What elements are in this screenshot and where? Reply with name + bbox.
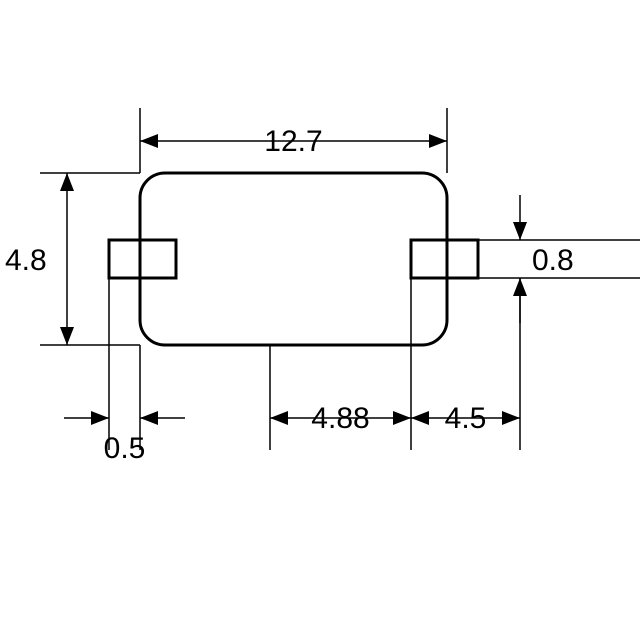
dim-08-label: 0.8 — [532, 244, 574, 277]
dim-pad-spacing: 4.88 — [270, 345, 411, 450]
component-body — [140, 173, 447, 345]
dim-tab-stickout: 0.5 — [64, 278, 185, 465]
dim-top-label: 12.7 — [264, 125, 322, 158]
right-terminal-tab — [411, 240, 478, 278]
dim-488-label: 4.88 — [311, 402, 369, 435]
dim-48-label: 4.8 — [5, 244, 47, 277]
mechanical-drawing: 12.7 4.8 0.8 0.5 4.88 — [0, 0, 640, 640]
dim-45-label: 4.5 — [445, 402, 487, 435]
left-terminal-tab — [109, 240, 176, 278]
dim-left-height: 4.8 — [5, 173, 140, 345]
dim-05-label: 0.5 — [104, 432, 146, 465]
dim-right-tab-thickness: 0.8 — [478, 195, 640, 323]
dim-pad-outer: 4.5 — [411, 278, 520, 450]
dim-top-width: 12.7 — [140, 108, 447, 173]
